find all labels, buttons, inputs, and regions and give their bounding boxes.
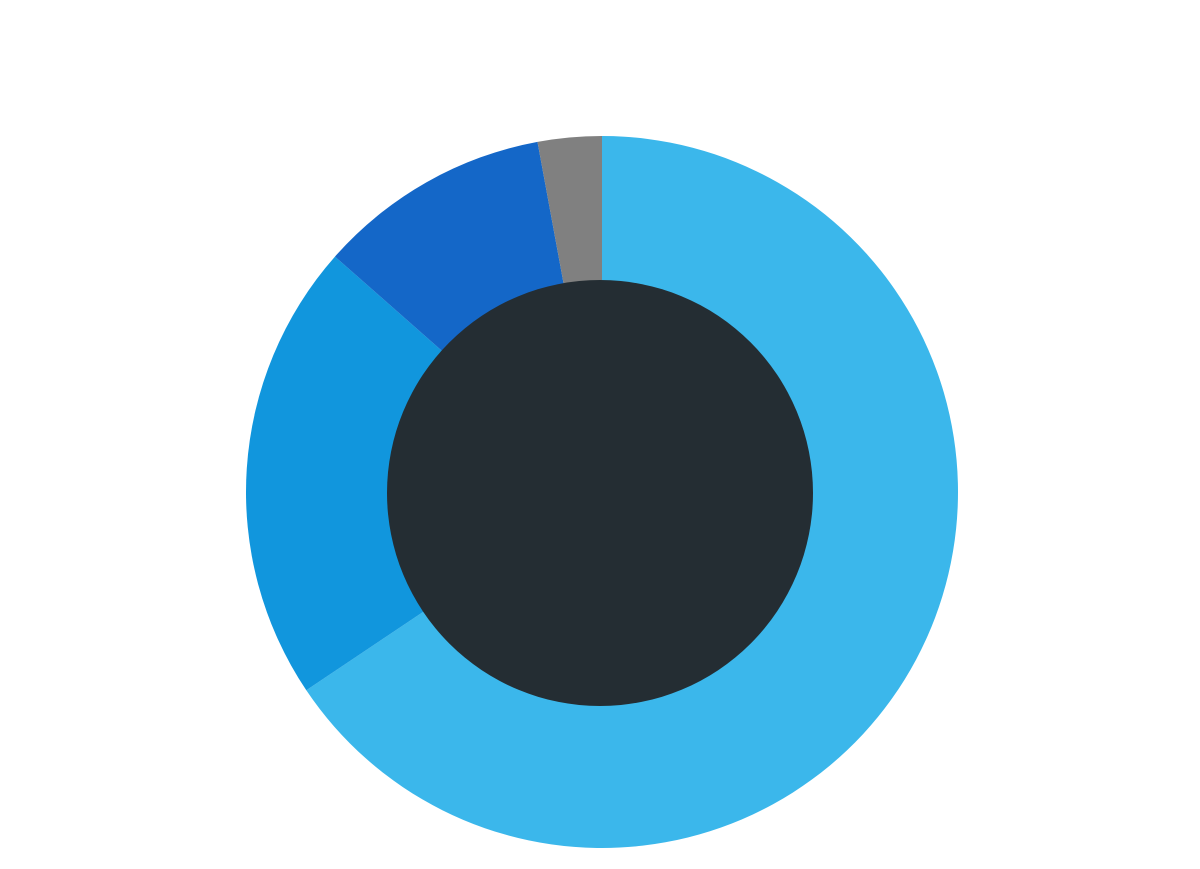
donut-hole bbox=[387, 280, 813, 706]
